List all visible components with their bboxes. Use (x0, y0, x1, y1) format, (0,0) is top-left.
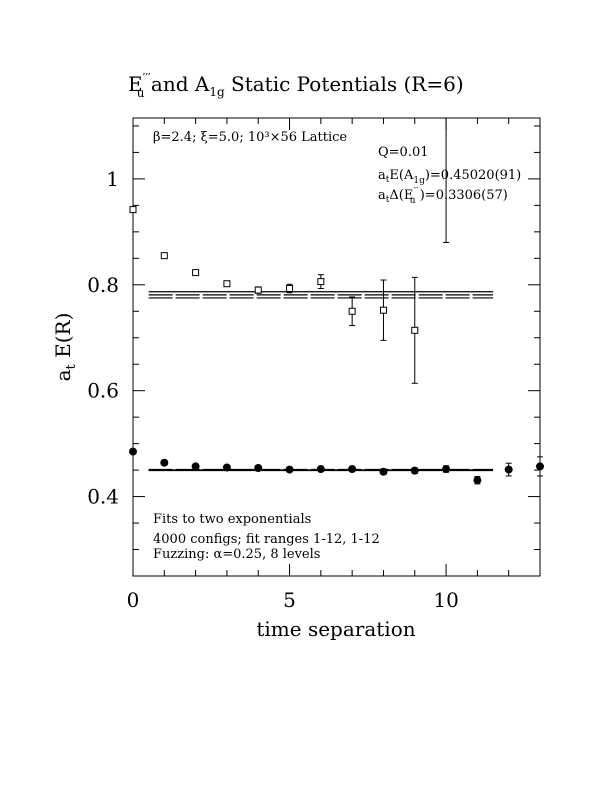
x-tick-label: 5 (283, 588, 296, 612)
data-point-square (129, 206, 137, 214)
y-tick-label: 1 (106, 167, 119, 191)
y-tick-label: 0.6 (87, 379, 119, 403)
data-point-circle (285, 465, 294, 474)
data-point-circle (191, 462, 200, 471)
annotation-fit-a1g: atE(A1g)=0.45020(91) (378, 168, 521, 186)
y-axis-title: at E(R) (51, 313, 79, 382)
data-point-circle (348, 465, 357, 474)
data-point-square (223, 280, 231, 288)
fit-a1g-sub: 1g (413, 176, 425, 186)
chart-title: E′′′ u and A1g Static Potentials (R=6) (128, 71, 464, 100)
data-point-square (160, 252, 168, 260)
data-point-circle (442, 465, 451, 474)
x-tick-label: 10 (433, 588, 458, 612)
fit-a1g-sub-t: t (386, 175, 390, 185)
title-e-sub: u (137, 86, 145, 100)
data-point-circle (222, 463, 231, 472)
fit-eu-sub-t: t (386, 195, 390, 205)
data-point-square (411, 326, 419, 334)
data-point-circle (316, 465, 325, 474)
data-point-square (348, 307, 356, 315)
fit-a1g-value: )=0.45020(91) (425, 168, 521, 183)
fit-eu-sub: u (410, 196, 416, 206)
data-point-square (286, 284, 294, 292)
data-point-circle (379, 467, 388, 476)
title-rest: Static Potentials (R=6) (225, 72, 464, 96)
fit-eu-value: )=0.3306(57) (416, 188, 508, 203)
y-axis-title-main: a (51, 369, 75, 381)
data-point-circle (536, 462, 544, 471)
data-point-square (254, 286, 262, 294)
axis-tick-labels: 0 5 10 0.4 0.6 0.8 1 (87, 167, 459, 612)
data-point-circle (473, 476, 482, 485)
annotation-footer-2: 4000 configs; fit ranges 1-12, 1-12 (153, 532, 380, 547)
y-axis-title-sub: t (64, 363, 79, 369)
fit-eu-primes: ′′′ (413, 186, 419, 195)
axis-ticks (132, 118, 541, 577)
y-tick-label: 0.8 (87, 273, 119, 297)
fit-a1g-prefix: a (378, 168, 386, 183)
data-points (129, 118, 544, 485)
plot-frame (132, 117, 541, 577)
data-point-square (379, 306, 387, 314)
annotation-q: Q=0.01 (378, 145, 429, 160)
y-tick-label: 0.4 (87, 485, 119, 509)
annotation-fit-eu: atΔ(E′′′ u )=0.3306(57) (378, 186, 508, 206)
data-point-square (192, 269, 200, 277)
fit-eu-prefix: a (378, 188, 386, 203)
fit-a1g-mid: E(A (389, 168, 414, 183)
annotation-lattice: β=2.4; ξ=5.0; 10³×56 Lattice (153, 130, 347, 145)
title-e-primes: ′′′ (143, 71, 151, 85)
annotation-footer-1: Fits to two exponentials (153, 512, 311, 527)
data-point-circle (160, 458, 169, 467)
data-point-square (317, 278, 325, 286)
data-point-circle (129, 447, 137, 456)
annotation-footer-3: Fuzzing: α=0.25, 8 levels (153, 547, 320, 562)
data-point-circle (410, 466, 419, 475)
fit-eu-mid: Δ(E (389, 188, 413, 203)
fit-lines (148, 291, 494, 472)
y-axis-title-rest: E(R) (51, 313, 75, 365)
x-tick-label: 0 (127, 588, 140, 612)
x-axis-title: time separation (256, 617, 415, 641)
title-and: and (145, 72, 195, 96)
data-point-circle (504, 465, 513, 474)
title-a-main: A (194, 72, 210, 96)
title-a-sub: 1g (209, 85, 225, 99)
data-point-circle (254, 463, 263, 472)
title-e-main: E (128, 72, 143, 96)
